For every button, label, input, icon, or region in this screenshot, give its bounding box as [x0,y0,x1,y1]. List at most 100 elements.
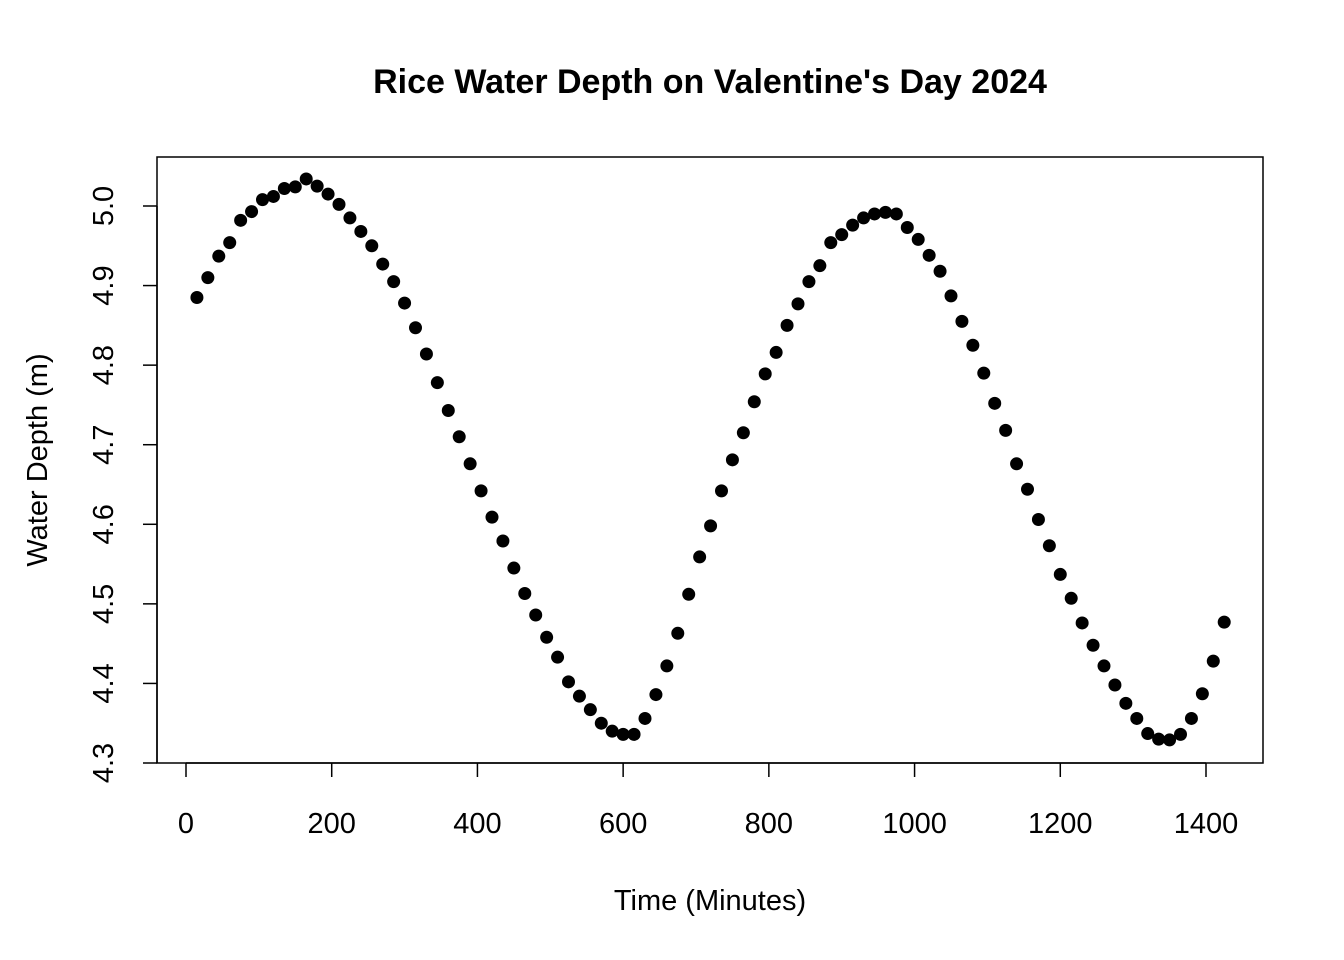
data-point [791,297,805,311]
data-point [212,249,226,263]
data-point [201,271,215,285]
data-point [1075,616,1089,630]
x-tick-label: 200 [308,808,356,840]
data-point [277,181,291,195]
data-point [1195,687,1209,701]
data-point [583,703,597,717]
data-point [736,426,750,440]
x-tick-label: 1200 [1028,808,1093,840]
data-point [922,248,936,262]
data-point [409,321,422,335]
data-point [321,187,335,201]
data-point [1042,539,1056,553]
data-point [944,289,958,303]
data-point [1108,678,1122,692]
data-point [299,172,313,186]
data-point [780,318,794,332]
data-point [234,213,248,227]
data-point [671,626,685,640]
y-tick-label: 4.4 [88,663,120,703]
data-point [857,211,871,225]
data-points [190,172,1231,747]
data-point [1141,727,1155,741]
data-point [1152,732,1166,746]
data-point [704,519,718,533]
data-point [933,264,947,278]
data-point [594,716,608,730]
data-point [430,376,444,390]
data-point [1086,638,1100,652]
data-point [365,239,379,253]
data-point [835,228,849,242]
data-point [474,484,488,498]
data-point [813,259,827,273]
data-point [682,587,696,601]
data-point [758,367,772,381]
data-point [288,180,302,194]
data-point [518,587,532,601]
y-tick-label: 4.3 [88,743,120,783]
data-point [507,561,521,575]
x-tick-label: 600 [599,808,647,840]
y-tick-label: 4.5 [88,584,120,624]
y-axis: 4.3 4.4 4.5 4.6 4.7 4.8 4.9 5.0 [88,186,158,783]
data-point [824,236,838,250]
y-tick-label: 4.7 [88,425,120,465]
x-axis: 0 200 400 600 800 1000 1200 1400 [178,762,1238,840]
data-point [485,510,499,524]
data-point [332,197,346,211]
data-point [660,659,674,673]
data-point [1217,615,1231,629]
data-point [889,207,903,221]
data-point [1021,482,1034,496]
data-point [1010,457,1024,471]
data-point [1119,696,1133,710]
data-point [1064,591,1078,605]
x-tick-label: 0 [178,808,194,840]
data-point [223,236,237,250]
x-tick-label: 400 [453,808,501,840]
y-tick-label: 5.0 [88,186,120,226]
data-point [649,688,663,702]
data-point [878,205,892,219]
data-point [769,345,783,359]
data-point [452,430,466,444]
y-tick-label: 4.6 [88,504,120,544]
data-point [868,207,881,221]
data-point [1130,711,1144,725]
data-point [605,724,619,738]
x-axis-label: Time (Minutes) [614,885,806,917]
data-point [540,630,554,644]
data-point [911,232,925,246]
x-tick-label: 1000 [882,808,947,840]
data-point [245,205,259,219]
data-point [1174,727,1187,741]
chart-title: Rice Water Depth on Valentine's Day 2024 [373,63,1047,101]
data-point [715,484,728,498]
x-tick-label: 800 [745,808,793,840]
data-point [693,550,707,564]
data-point [310,179,324,193]
data-point [846,218,860,232]
data-point [999,423,1013,437]
data-point [529,608,543,622]
data-point [616,727,630,741]
data-point [1097,659,1111,673]
data-point [572,689,586,703]
data-point [977,366,991,380]
data-point [1163,733,1177,747]
plot-frame [156,156,1264,764]
data-point [747,395,761,409]
data-point [190,291,204,305]
data-point [627,727,641,741]
y-axis-label: Water Depth (m) [22,353,54,566]
data-point [900,220,914,234]
data-point [562,675,575,689]
data-point [725,453,739,467]
data-point [387,275,401,289]
data-point [256,193,269,207]
data-point [1053,567,1067,581]
data-point [266,189,280,203]
data-point [354,224,368,238]
